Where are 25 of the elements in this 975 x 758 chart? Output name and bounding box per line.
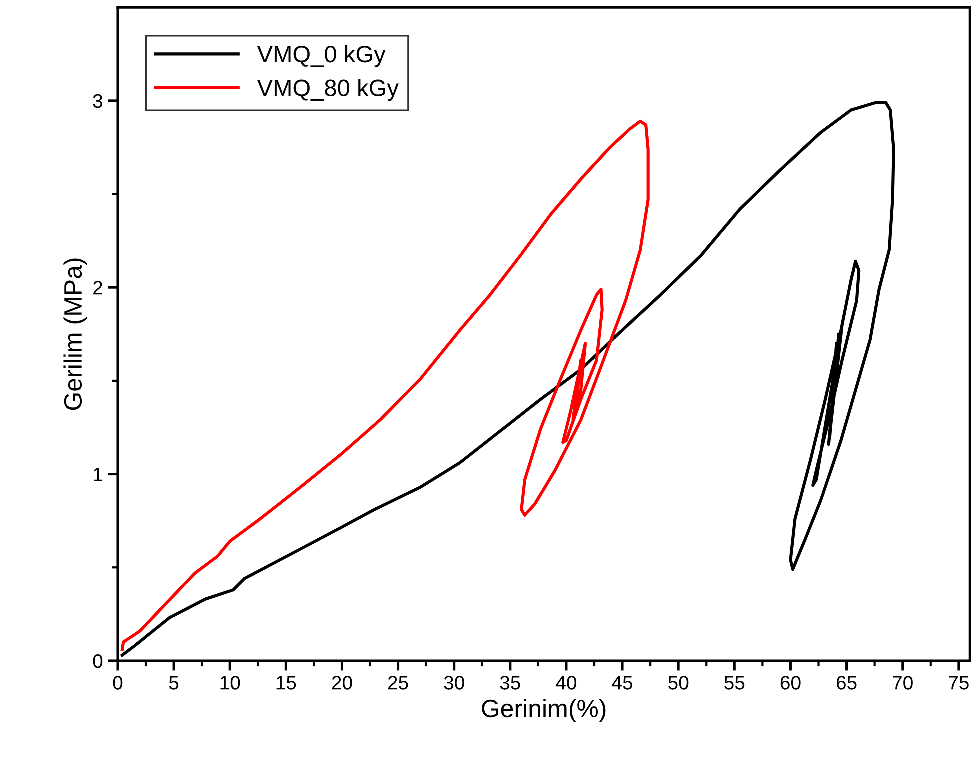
y-tick-label: 0 xyxy=(93,654,103,668)
line-series xyxy=(120,120,650,652)
x-tick-label: 25 xyxy=(388,676,408,690)
x-tick-label: 65 xyxy=(836,676,857,690)
x-tick-label: 55 xyxy=(724,676,745,690)
legend-label: VMQ_80 kGy xyxy=(257,79,399,102)
x-tick-label: 60 xyxy=(780,676,801,690)
x-tick-label: 45 xyxy=(612,676,633,690)
x-tick-label: 30 xyxy=(444,676,464,690)
x-tick-label: 0 xyxy=(113,676,123,690)
x-tick-label: 70 xyxy=(893,676,913,690)
x-tick-label: 5 xyxy=(169,676,179,690)
x-axis-title: Gerinim(%) xyxy=(482,699,606,723)
legend-label: VMQ_0 kGy xyxy=(257,45,386,68)
x-tick-label: 50 xyxy=(668,676,689,690)
x-tick-label: 10 xyxy=(220,676,240,690)
x-tick-label: 20 xyxy=(332,676,352,690)
x-tick-label: 15 xyxy=(276,676,296,690)
x-tick-label: 75 xyxy=(949,676,969,690)
x-tick-label: 40 xyxy=(556,676,577,690)
y-tick-label: 1 xyxy=(94,468,102,482)
x-tick-label: 35 xyxy=(500,676,520,690)
y-tick-label: 2 xyxy=(94,281,102,295)
y-axis-title: Gerilim (MPa) xyxy=(64,258,88,410)
y-tick-label: 3 xyxy=(93,94,103,108)
